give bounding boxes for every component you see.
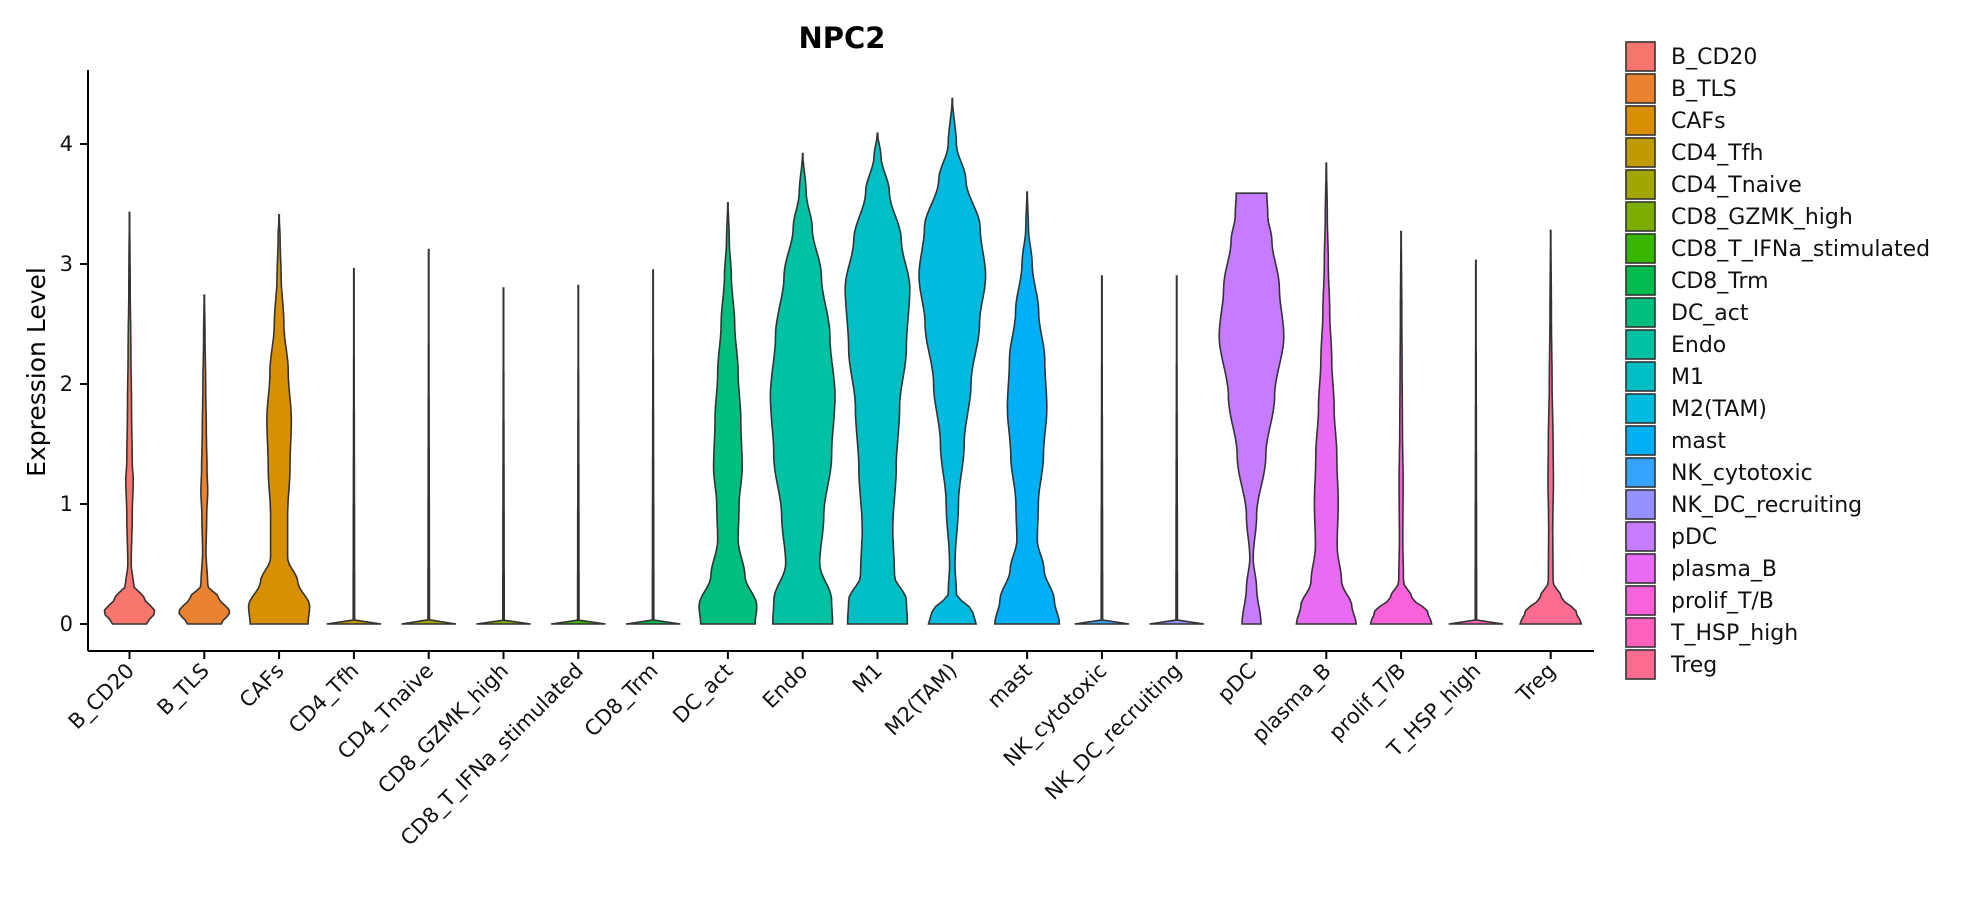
violin-prolif-t-b: [1369, 230, 1433, 625]
violin-nk-cytotoxic: [1074, 275, 1130, 625]
legend-label-prolif-t-b: prolif_T/B: [1671, 589, 1774, 614]
y-tick-label-2: 2: [60, 372, 73, 396]
violin-nk-dc-recruiting: [1149, 275, 1205, 625]
legend-key-m2-tam: [1625, 393, 1656, 424]
legend-label-endo: Endo: [1671, 333, 1726, 358]
y-tick-label-3: 3: [60, 252, 73, 276]
violin-mast: [993, 191, 1061, 625]
legend-label-cd8-gzmk-high: CD8_GZMK_high: [1671, 205, 1853, 230]
x-tick-label-b-cd20: B_CD20: [64, 659, 140, 735]
legend-key-b-cd20: [1625, 41, 1656, 72]
x-tick-label-cd8-gzmk-high: CD8_GZMK_high: [373, 659, 513, 799]
x-tick-label-dc-act: DC_act: [668, 659, 738, 729]
legend-key-nk-cytotoxic: [1625, 457, 1656, 488]
legend-label-nk-cytotoxic: NK_cytotoxic: [1671, 461, 1813, 486]
legend-label-cd4-tfh: CD4_Tfh: [1671, 141, 1763, 166]
legend-label-m2-tam: M2(TAM): [1671, 397, 1767, 422]
chart-title: NPC2: [799, 21, 886, 55]
x-axis-ticks: B_CD20 B_TLS CAFsCD4_TfhCD4_TnaiveCD8_GZMK…: [64, 651, 1560, 851]
violin-t-hsp-high: [1448, 259, 1504, 625]
legend-key-t-hsp-high: [1625, 617, 1656, 648]
violin-treg: [1518, 229, 1583, 625]
x-tick-label-m2-tam: M2(TAM): [880, 659, 962, 741]
x-tick-label-cd8-trm: CD8_Trm: [580, 659, 664, 743]
violin-m2-tam: [918, 97, 987, 625]
legend-key-cd8-trm: [1625, 265, 1656, 296]
x-tick-label-endo: Endo: [758, 659, 812, 713]
legend-key-pdc: [1625, 521, 1656, 552]
legend-key-treg: [1625, 649, 1656, 680]
violin-endo: [769, 152, 836, 625]
violin-dc-act: [698, 202, 758, 625]
x-tick-label-plasma-b: plasma_B: [1247, 659, 1336, 748]
legend-label-nk-dc-recruiting: NK_DC_recruiting: [1671, 493, 1862, 518]
legend-key-b-tls: [1625, 73, 1656, 104]
legend-key-mast: [1625, 425, 1656, 456]
legend-label-m1: M1: [1671, 365, 1704, 390]
legend-key-cd8-t-ifna-stimulated: [1625, 233, 1656, 264]
violin-b-cd20: [103, 211, 156, 625]
legend-label-t-hsp-high: T_HSP_high: [1670, 621, 1798, 646]
violin-cd8-t-ifna-stimulated: [550, 284, 606, 625]
legend-label-pdc: pDC: [1671, 525, 1717, 550]
legend-key-cafs: [1625, 105, 1656, 136]
violin-cd4-tfh: [326, 268, 382, 625]
x-tick-label-b-tls: B_TLS: [152, 659, 214, 721]
x-tick-label-cafs: CAFs: [235, 659, 289, 713]
violin-b-tls: [178, 294, 231, 625]
legend-label-cd4-tnaive: CD4_Tnaive: [1671, 173, 1802, 198]
violin-cafs: [247, 214, 311, 625]
violin-m1: [844, 132, 911, 625]
violin-cd4-tnaive: [401, 248, 457, 625]
y-tick-label-4: 4: [60, 132, 73, 156]
x-tick-label-nk-dc-recruiting: NK_DC_recruiting: [1040, 659, 1187, 806]
legend-label-cafs: CAFs: [1671, 109, 1726, 134]
x-tick-label-mast: mast: [983, 659, 1037, 713]
legend-key-prolif-t-b: [1625, 585, 1656, 616]
legend-label-mast: mast: [1671, 429, 1726, 454]
legend-key-nk-dc-recruiting: [1625, 489, 1656, 520]
legend-key-cd4-tnaive: [1625, 169, 1656, 200]
legend-key-cd8-gzmk-high: [1625, 201, 1656, 232]
x-tick-label-m1: M1: [848, 659, 887, 698]
x-tick-label-treg: Treg: [1511, 659, 1560, 708]
legend-label-b-cd20: B_CD20: [1671, 45, 1757, 70]
legend-key-dc-act: [1625, 297, 1656, 328]
legend-key-endo: [1625, 329, 1656, 360]
x-tick-label-pdc: pDC: [1213, 659, 1261, 707]
violin-cd8-trm: [625, 269, 681, 625]
y-axis-ticks: 0 1 2 3 4: [60, 132, 88, 636]
legend-key-cd4-tfh: [1625, 137, 1656, 168]
legend-label-plasma-b: plasma_B: [1671, 557, 1777, 582]
y-axis-title: Expression Level: [22, 267, 51, 477]
violin-cd8-gzmk-high: [476, 287, 531, 625]
legend-label-b-tls: B_TLS: [1671, 77, 1737, 102]
legend-label-cd8-trm: CD8_Trm: [1671, 269, 1769, 294]
violin-pdc: [1218, 192, 1285, 625]
violins-group: [103, 97, 1583, 625]
legend-key-plasma-b: [1625, 553, 1656, 584]
violin-plasma-b: [1295, 162, 1358, 625]
legend-label-dc-act: DC_act: [1671, 301, 1749, 326]
legend-label-treg: Treg: [1670, 653, 1717, 678]
y-tick-label-0: 0: [60, 612, 73, 636]
legend-key-m1: [1625, 361, 1656, 392]
y-tick-label-1: 1: [60, 492, 73, 516]
legend: B_CD20 B_TLS CAFs CD4_Tfh CD4_Tnaive CD8_GZMK…: [1625, 41, 1930, 680]
legend-label-cd8-t-ifna-stimulated: CD8_T_IFNa_stimulated: [1671, 237, 1930, 262]
